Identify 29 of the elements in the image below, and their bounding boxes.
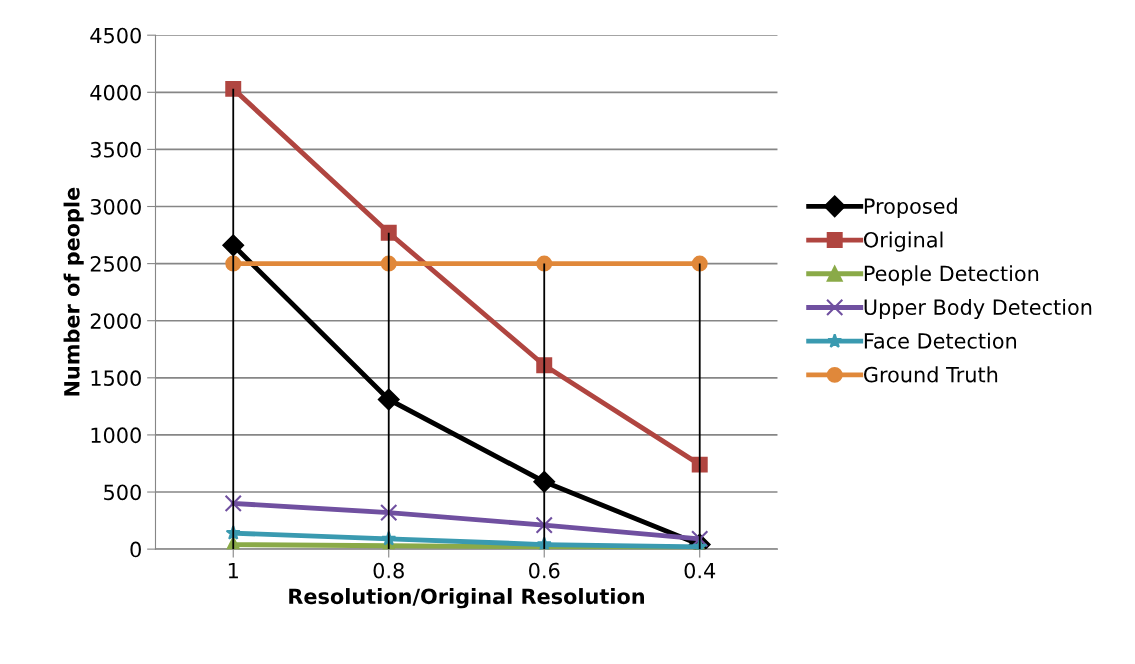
point — [380, 224, 397, 241]
x-axis-title: Resolution/Original Resolution — [289, 588, 644, 609]
y-tick-label: 2500 — [90, 256, 141, 272]
x-tick-label: 1 — [228, 562, 238, 579]
y-tick-label: 3500 — [90, 141, 141, 158]
point — [225, 80, 242, 97]
legend-label: People Detection — [864, 265, 1039, 286]
legend-label: Upper Body Detection — [864, 298, 1092, 320]
x-tick-label: 0.4 — [684, 562, 716, 579]
point — [224, 494, 242, 513]
y-tick-label: 3000 — [90, 198, 141, 215]
legend-label: Face Detection — [864, 332, 1017, 349]
point — [380, 503, 398, 522]
legend-label: Original — [864, 231, 943, 252]
x-tick-label: 0.6 — [529, 562, 560, 579]
point — [536, 255, 553, 272]
x-tick-label: 0.8 — [373, 562, 404, 579]
y-tick-label: 0 — [130, 541, 141, 558]
point — [535, 516, 553, 534]
y-tick-label: 4500 — [90, 27, 141, 44]
y-tick-label: 4000 — [90, 84, 141, 101]
legend-label: Proposed — [864, 197, 957, 218]
y-tick-label: 1500 — [91, 370, 141, 387]
y-axis-title: Number of people — [63, 187, 84, 396]
legend-label: Ground Truth — [864, 366, 998, 383]
y-tick-label: 1000 — [91, 427, 141, 444]
y-tick-label: 500 — [104, 484, 141, 501]
y-tick-label: 2000 — [90, 313, 141, 329]
point — [691, 255, 708, 272]
